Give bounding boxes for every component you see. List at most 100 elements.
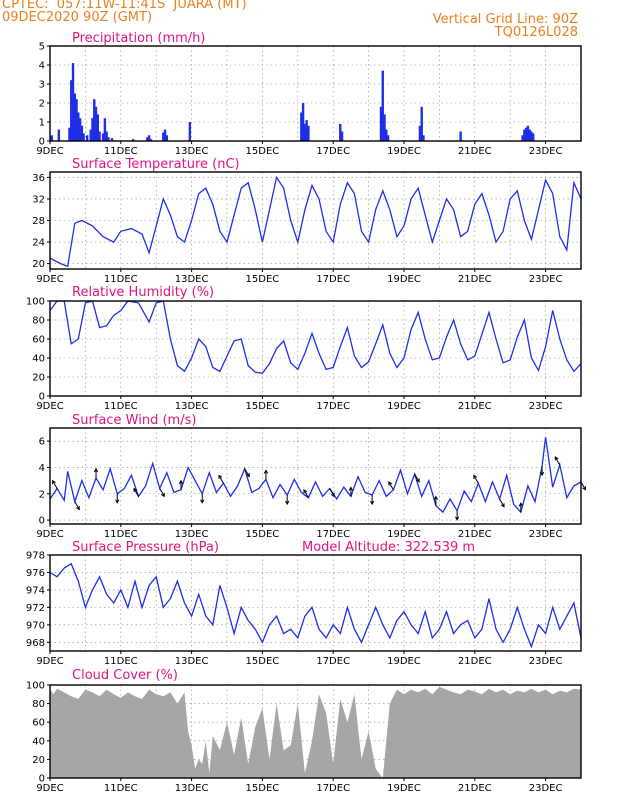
precipitation-bar xyxy=(383,114,386,141)
pressure-ytick-label: 978 xyxy=(26,551,45,562)
wind-title: Surface Wind (m/s) xyxy=(72,413,196,428)
precipitation-bar xyxy=(70,80,73,141)
wind-direction-arrow xyxy=(74,501,80,510)
cloud-cover-xtick-label: 9DEC xyxy=(36,783,63,794)
wind-arrow-head xyxy=(303,489,308,494)
wind-arrow-head xyxy=(348,486,354,491)
humidity-ytick-label: 0 xyxy=(39,392,45,403)
wind-direction-arrow xyxy=(473,475,479,484)
pressure-xtick-label: 15DEC xyxy=(246,656,280,667)
wind-arrow-head xyxy=(115,499,120,504)
precipitation-bar xyxy=(528,129,531,141)
wind-xtick-label: 19DEC xyxy=(387,529,421,540)
temperature-xtick-label: 15DEC xyxy=(246,274,280,285)
wind-direction-arrow xyxy=(133,488,139,497)
wind-xtick-label: 15DEC xyxy=(246,529,280,540)
precipitation-title: Precipitation (mm/h) xyxy=(72,31,205,46)
humidity-xtick-label: 15DEC xyxy=(246,401,280,412)
wind-arrow-head xyxy=(285,500,290,506)
wind-direction-arrow xyxy=(244,468,250,477)
pressure-series-line xyxy=(49,562,582,649)
precipitation-ytick-label: 4 xyxy=(39,61,45,72)
cloud-cover-ytick-label: 20 xyxy=(32,755,45,766)
precipitation-bar xyxy=(162,132,165,141)
precipitation-bar xyxy=(57,129,61,141)
temperature-title: Surface Temperature (nC) xyxy=(72,157,240,172)
wind-xtick-label: 21DEC xyxy=(458,529,492,540)
temperature-xtick-label: 17DEC xyxy=(316,274,350,285)
precipitation-bar xyxy=(524,127,528,141)
precipitation-bar xyxy=(85,135,89,141)
wind-direction-arrow xyxy=(580,481,586,490)
pressure-ytick-label: 968 xyxy=(26,638,45,649)
precipitation-xtick-label: 13DEC xyxy=(175,146,209,157)
humidity-frame xyxy=(49,300,582,397)
cloud-cover-frame xyxy=(49,684,582,779)
cloud-cover-ytick-label: 0 xyxy=(39,774,45,785)
wind-direction-arrow xyxy=(159,488,165,497)
wind-arrow-head xyxy=(218,474,223,479)
precipitation-bar xyxy=(381,70,384,141)
humidity-xtick-label: 21DEC xyxy=(458,401,492,412)
precipitation-bar xyxy=(93,99,96,141)
wind-direction-arrow xyxy=(303,489,309,498)
humidity-xtick-label: 17DEC xyxy=(316,401,350,412)
humidity-xtick-label: 13DEC xyxy=(175,401,209,412)
wind-direction-arrow xyxy=(499,498,505,508)
humidity-xtick-label: 19DEC xyxy=(387,401,421,412)
precipitation-bar xyxy=(530,131,533,141)
header-line2-right: TQ0126L028 xyxy=(494,25,578,40)
precipitation-bar xyxy=(80,125,84,141)
precipitation-bar xyxy=(91,118,94,141)
wind-arrow-head xyxy=(473,474,478,479)
cloud-cover-xtick-label: 17DEC xyxy=(316,783,350,794)
pressure-ytick-label: 972 xyxy=(26,603,45,614)
temperature-ytick-label: 24 xyxy=(32,238,45,249)
precipitation-ytick-label: 5 xyxy=(39,42,45,53)
wind-direction-arrow xyxy=(388,481,394,491)
cloud-cover-ytick-label: 80 xyxy=(32,699,45,710)
temperature-ytick-label: 32 xyxy=(32,194,45,205)
wind-ytick-label: 6 xyxy=(39,437,45,448)
wind-direction-arrow xyxy=(414,473,420,483)
pressure-frame xyxy=(49,554,582,652)
pressure-panel: 968 970 972 974 976 978 9DEC 11DEC 13DEC 15DEC 17D… xyxy=(26,540,582,667)
cloud-cover-xtick-label: 21DEC xyxy=(458,783,492,794)
precipitation-bar xyxy=(386,135,390,141)
wind-arrow-head xyxy=(263,469,269,474)
precipitation-bar xyxy=(301,103,305,141)
wind-arrow-head xyxy=(52,479,56,485)
temperature-ytick-label: 28 xyxy=(32,216,45,227)
precipitation-bar xyxy=(110,138,114,141)
pressure-title: Surface Pressure (hPa) xyxy=(72,540,219,555)
precipitation-bar xyxy=(101,133,105,141)
wind-xtick-label: 17DEC xyxy=(316,529,350,540)
wind-arrow-head xyxy=(582,486,587,491)
precipitation-bar xyxy=(89,129,92,141)
precipitation-bar xyxy=(188,122,192,141)
precipitation-bar xyxy=(107,137,110,141)
temperature-panel: 20 24 28 32 36 9DEC 11DEC 13DEC 15DEC 17DEC 19DEC 2… xyxy=(32,157,582,285)
cloud-cover-xtick-label: 13DEC xyxy=(175,783,209,794)
precipitation-bar xyxy=(96,114,99,141)
precipitation-xtick-label: 23DEC xyxy=(529,146,563,157)
wind-arrow-head xyxy=(415,478,420,483)
precipitation-xtick-label: 9DEC xyxy=(36,146,63,157)
pressure-xtick-label: 19DEC xyxy=(387,656,421,667)
wind-arrow-head xyxy=(388,481,393,486)
precipitation-frame xyxy=(49,45,582,142)
temperature-ytick-label: 36 xyxy=(32,173,45,184)
precipitation-bar xyxy=(305,120,308,141)
wind-panel: 0 2 4 6 9DEC 11DEC 13DEC 15DEC 17DEC 19DEC 21DEC 23… xyxy=(36,413,587,540)
pressure-xtick-label: 13DEC xyxy=(175,656,209,667)
precipitation-bar xyxy=(340,131,344,141)
cloud-cover-ytick-label: 40 xyxy=(32,736,45,747)
wind-arrow-head xyxy=(133,487,138,493)
humidity-title: Relative Humidity (%) xyxy=(72,285,214,300)
temperature-series-line xyxy=(49,175,582,268)
humidity-ytick-label: 80 xyxy=(32,316,45,327)
precipitation-bar xyxy=(149,139,153,141)
wind-xtick-label: 13DEC xyxy=(175,529,209,540)
precipitation-bar xyxy=(75,99,78,141)
humidity-xtick-label: 9DEC xyxy=(36,401,63,412)
